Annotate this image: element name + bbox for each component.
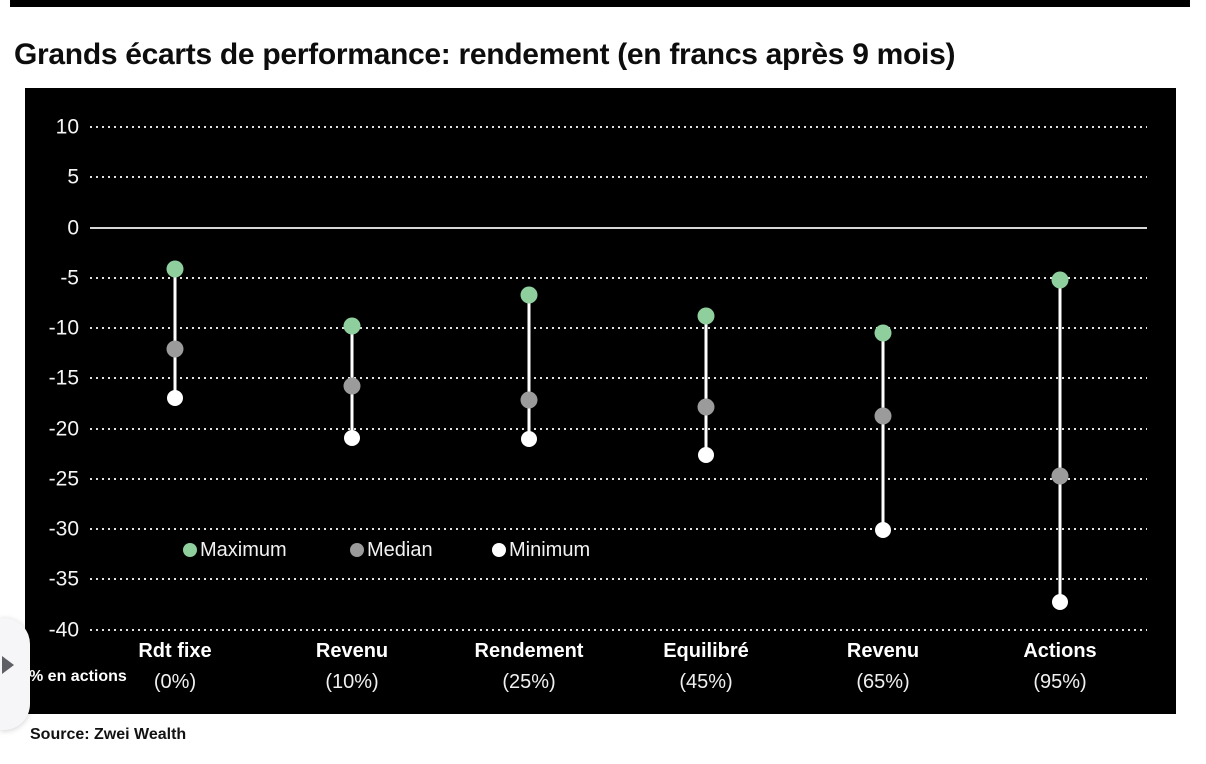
category-name: Revenu xyxy=(315,640,389,662)
legend-label-median: Median xyxy=(367,538,433,561)
category-name: Equilibré xyxy=(663,640,749,662)
max-dot xyxy=(874,324,892,342)
y-tick-label: -35 xyxy=(48,567,79,591)
y-tick-label: -15 xyxy=(48,366,79,390)
source-credit: Source: Zwei Wealth xyxy=(30,726,187,743)
y-tick-label: -40 xyxy=(48,618,79,641)
y-tick-label: -20 xyxy=(48,417,79,440)
median-dot-icon xyxy=(350,543,364,557)
range-line xyxy=(1058,279,1062,603)
min-dot xyxy=(167,390,183,407)
y-tick-label: 0 xyxy=(67,216,79,239)
min-dot xyxy=(698,446,714,463)
min-dot xyxy=(344,429,360,446)
gridline xyxy=(90,427,1147,430)
category-percent: (65%) xyxy=(856,671,910,693)
gridline xyxy=(90,628,1147,631)
category-name: Revenu xyxy=(846,640,920,662)
category-label-actions: Actions (95%) xyxy=(965,640,1155,693)
category-name: Rendement xyxy=(474,640,584,662)
range-line xyxy=(527,294,531,439)
y-tick-label: -5 xyxy=(60,266,79,290)
zero-gridline xyxy=(90,226,1147,229)
minimum-dot-icon xyxy=(492,543,506,557)
category-label-equilibre: Equilibré (45%) xyxy=(611,640,801,693)
y-tick-label: 10 xyxy=(55,115,79,139)
gridline xyxy=(90,377,1147,380)
gridline xyxy=(90,176,1147,179)
median-dot xyxy=(874,407,892,425)
maximum-dot-icon xyxy=(183,543,197,557)
chart-legend: Maximum Median Minimum xyxy=(25,537,1176,563)
max-dot xyxy=(1051,271,1069,289)
page-title: Grands écarts de performance: rendement … xyxy=(14,38,956,72)
median-dot xyxy=(1051,467,1069,485)
category-percent: (25%) xyxy=(502,671,556,693)
arrow-icon xyxy=(2,656,14,674)
max-dot xyxy=(520,286,538,304)
median-dot xyxy=(520,391,538,409)
gridline xyxy=(90,327,1147,329)
category-label-revenu-65: Revenu (65%) xyxy=(788,640,978,693)
category-percent: (45%) xyxy=(679,671,733,693)
gridline xyxy=(90,276,1147,279)
range-line xyxy=(173,268,177,399)
range-line xyxy=(881,333,885,530)
legend-label-minimum: Minimum xyxy=(509,538,591,561)
max-dot xyxy=(166,260,184,278)
legend-item-minimum: Minimum xyxy=(492,537,590,563)
x-axis-note: % en actions xyxy=(29,668,127,685)
y-tick-label: -30 xyxy=(48,517,79,541)
category-label-rdt-fixe: Rdt fixe (0%) xyxy=(80,640,270,693)
min-dot xyxy=(875,522,891,538)
gridline xyxy=(90,126,1147,128)
y-tick-label: -10 xyxy=(48,316,79,340)
gridline xyxy=(90,578,1147,581)
top-divider-bar xyxy=(10,0,1190,7)
min-dot xyxy=(521,430,537,447)
min-dot xyxy=(1052,594,1068,611)
y-tick-label: -25 xyxy=(48,467,79,491)
category-label-revenu-10: Revenu (10%) xyxy=(257,640,447,693)
category-percent: (0%) xyxy=(153,671,197,693)
legend-label-maximum: Maximum xyxy=(200,538,287,561)
median-dot xyxy=(166,340,184,358)
legend-item-median: Median xyxy=(350,537,433,563)
range-line xyxy=(704,315,708,455)
median-dot xyxy=(343,377,361,395)
max-dot xyxy=(697,307,715,325)
category-name: Actions xyxy=(1023,640,1097,662)
chart-panel: Maximum Median Minimum Rdt fixe (0%) Rev… xyxy=(25,88,1176,714)
category-name: Rdt fixe xyxy=(138,640,212,662)
corner-overlay-button[interactable] xyxy=(0,618,30,730)
median-dot xyxy=(697,398,715,416)
y-tick-label: 5 xyxy=(67,165,79,189)
category-percent: (10%) xyxy=(325,671,379,693)
gridline xyxy=(90,477,1147,480)
category-percent: (95%) xyxy=(1033,671,1087,693)
gridline xyxy=(90,528,1147,530)
legend-item-maximum: Maximum xyxy=(183,537,287,563)
category-label-rendement: Rendement (25%) xyxy=(434,640,624,693)
max-dot xyxy=(343,317,361,335)
